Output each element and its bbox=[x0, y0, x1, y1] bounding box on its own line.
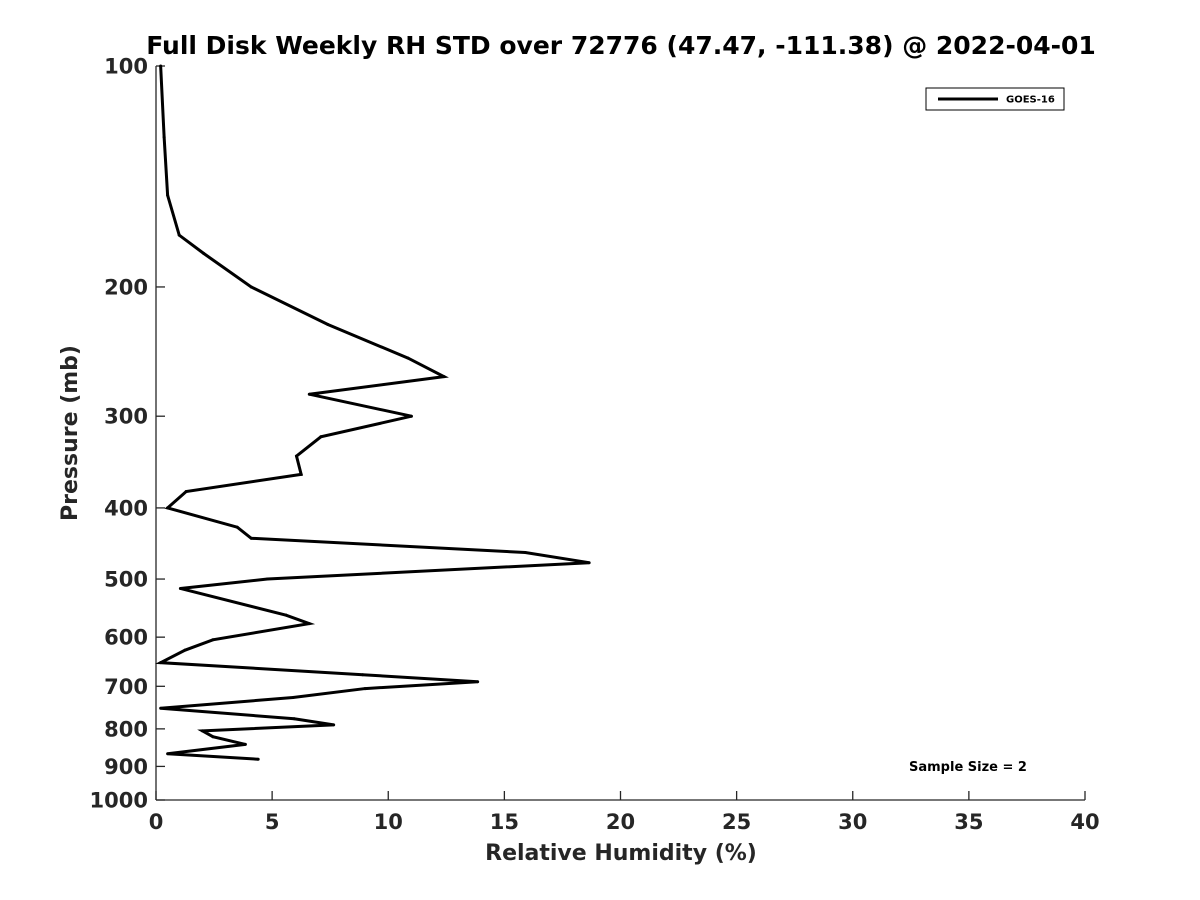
series-point bbox=[249, 536, 253, 540]
series-point bbox=[235, 525, 239, 529]
y-tick-label: 300 bbox=[104, 405, 148, 429]
series-point bbox=[159, 64, 163, 68]
series-point bbox=[202, 251, 206, 255]
series-point bbox=[265, 577, 269, 581]
y-tick-label: 600 bbox=[104, 626, 148, 650]
y-tick-label: 900 bbox=[104, 755, 148, 779]
series-point bbox=[409, 414, 413, 418]
sample-size-annotation: Sample Size = 2 bbox=[909, 760, 1027, 775]
x-tick-label: 30 bbox=[838, 810, 867, 834]
y-axis-label: Pressure (mb) bbox=[58, 345, 83, 521]
series-point bbox=[476, 680, 480, 684]
chart-title: Full Disk Weekly RH STD over 72776 (47.4… bbox=[146, 31, 1096, 60]
series-point bbox=[284, 613, 288, 617]
series-point bbox=[166, 752, 170, 756]
y-tick-label: 200 bbox=[104, 275, 148, 299]
series-point bbox=[523, 550, 527, 554]
y-tick-label: 400 bbox=[104, 496, 148, 520]
series-point bbox=[162, 135, 166, 139]
x-tick-label: 35 bbox=[954, 810, 983, 834]
x-tick-label: 5 bbox=[265, 810, 280, 834]
legend: GOES-16 bbox=[925, 87, 1065, 111]
series-point bbox=[249, 285, 253, 289]
series-point bbox=[291, 695, 295, 699]
series-point bbox=[184, 490, 188, 494]
series-point bbox=[200, 729, 204, 733]
x-tick-label: 15 bbox=[490, 810, 519, 834]
series-point bbox=[299, 472, 303, 476]
series-layer bbox=[155, 64, 591, 761]
series-point bbox=[211, 638, 215, 642]
series-point bbox=[183, 648, 187, 652]
series-line-0 bbox=[155, 65, 590, 761]
x-tick-label: 25 bbox=[722, 810, 751, 834]
series-point bbox=[178, 586, 182, 590]
series-point bbox=[406, 356, 410, 360]
series-point bbox=[166, 506, 170, 510]
series-point bbox=[211, 735, 215, 739]
y-tick-label: 700 bbox=[104, 675, 148, 699]
series-point bbox=[332, 723, 336, 727]
y-tick-label: 500 bbox=[104, 568, 148, 592]
series-point bbox=[587, 561, 591, 565]
x-tick-label: 0 bbox=[149, 810, 164, 834]
y-tick-label: 1000 bbox=[90, 789, 148, 813]
x-tick-label: 40 bbox=[1070, 810, 1099, 834]
series-point bbox=[361, 673, 365, 677]
series-point bbox=[307, 622, 311, 626]
series-point bbox=[442, 375, 446, 379]
y-axis-ticks: 100 200 300 400 500 600 700 800 900 1000 bbox=[90, 55, 165, 813]
series-point bbox=[326, 323, 330, 326]
series-point bbox=[243, 742, 247, 746]
series-point bbox=[256, 757, 260, 761]
y-tick-label: 100 bbox=[104, 55, 148, 79]
y-tick-label: 800 bbox=[104, 717, 148, 741]
series-point bbox=[166, 193, 170, 197]
x-axis-label: Relative Humidity (%) bbox=[485, 841, 757, 866]
series-point bbox=[292, 717, 296, 721]
x-axis-ticks: 0 5 10 15 20 25 30 35 40 bbox=[149, 791, 1100, 834]
legend-label-goes-16: GOES-16 bbox=[1006, 95, 1055, 106]
x-tick-label: 20 bbox=[606, 810, 635, 834]
series-point bbox=[295, 454, 299, 458]
plot-area: 0 5 10 15 20 25 30 35 40 100 200 300 400 500 600 700 80… bbox=[90, 55, 1100, 835]
series-point bbox=[177, 233, 181, 237]
series-point bbox=[159, 661, 163, 665]
x-tick-label: 10 bbox=[374, 810, 403, 834]
series-point bbox=[319, 435, 323, 439]
series-point bbox=[363, 687, 367, 691]
series-point bbox=[307, 392, 311, 396]
series-point bbox=[159, 706, 163, 710]
